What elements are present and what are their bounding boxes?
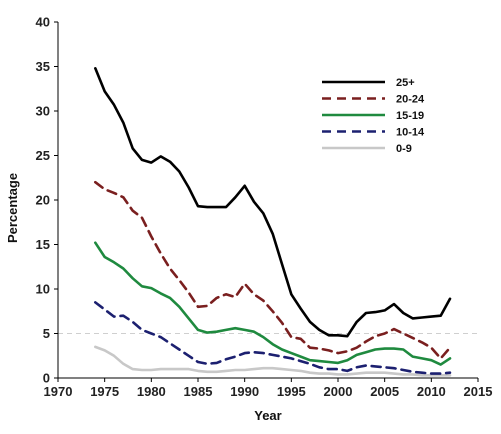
y-tick-label: 5 [43, 326, 50, 341]
x-tick-label: 1995 [277, 384, 306, 399]
series-line-25+ [94, 67, 452, 338]
x-tick-label: 1970 [44, 384, 73, 399]
y-tick-label: 0 [43, 371, 50, 386]
y-tick-label: 35 [36, 59, 50, 74]
y-tick-label: 30 [36, 104, 50, 119]
y-tick-label: 15 [36, 237, 50, 252]
x-tick-label: 2005 [370, 384, 399, 399]
x-tick-label: 2010 [417, 384, 446, 399]
series-line-0-9 [94, 345, 452, 377]
legend-label-25+: 25+ [396, 77, 415, 89]
x-tick-label: 2015 [464, 384, 493, 399]
legend-label-0-9: 0-9 [396, 143, 412, 155]
y-axis-title: Percentage [5, 173, 20, 243]
series-line-20-24 [94, 180, 452, 360]
legend-label-20-24: 20-24 [396, 94, 425, 106]
x-tick-label: 1975 [90, 384, 119, 399]
legend-label-15-19: 15-19 [396, 110, 424, 122]
x-axis-title: Year [254, 408, 281, 423]
x-tick-label: 1980 [137, 384, 166, 399]
series-line-15-19 [94, 241, 452, 366]
y-axis-ticks: 0 5 10 15 20 25 30 35 40 [36, 15, 58, 386]
legend-label-10-14: 10-14 [396, 127, 425, 139]
x-tick-label: 2000 [324, 384, 353, 399]
y-tick-label: 10 [36, 282, 50, 297]
y-tick-label: 40 [36, 15, 50, 30]
x-tick-label: 1985 [184, 384, 213, 399]
y-tick-label: 25 [36, 148, 50, 163]
x-axis-ticks: 1970 1975 1980 1985 1990 1995 2000 2005 2010 2015 [44, 378, 493, 399]
series-layer [94, 67, 452, 377]
x-tick-label: 1990 [230, 384, 259, 399]
legend: 25+ 20-24 15-19 10-14 0-9 [322, 77, 425, 155]
y-tick-label: 20 [36, 193, 50, 208]
series-line-10-14 [94, 301, 452, 375]
